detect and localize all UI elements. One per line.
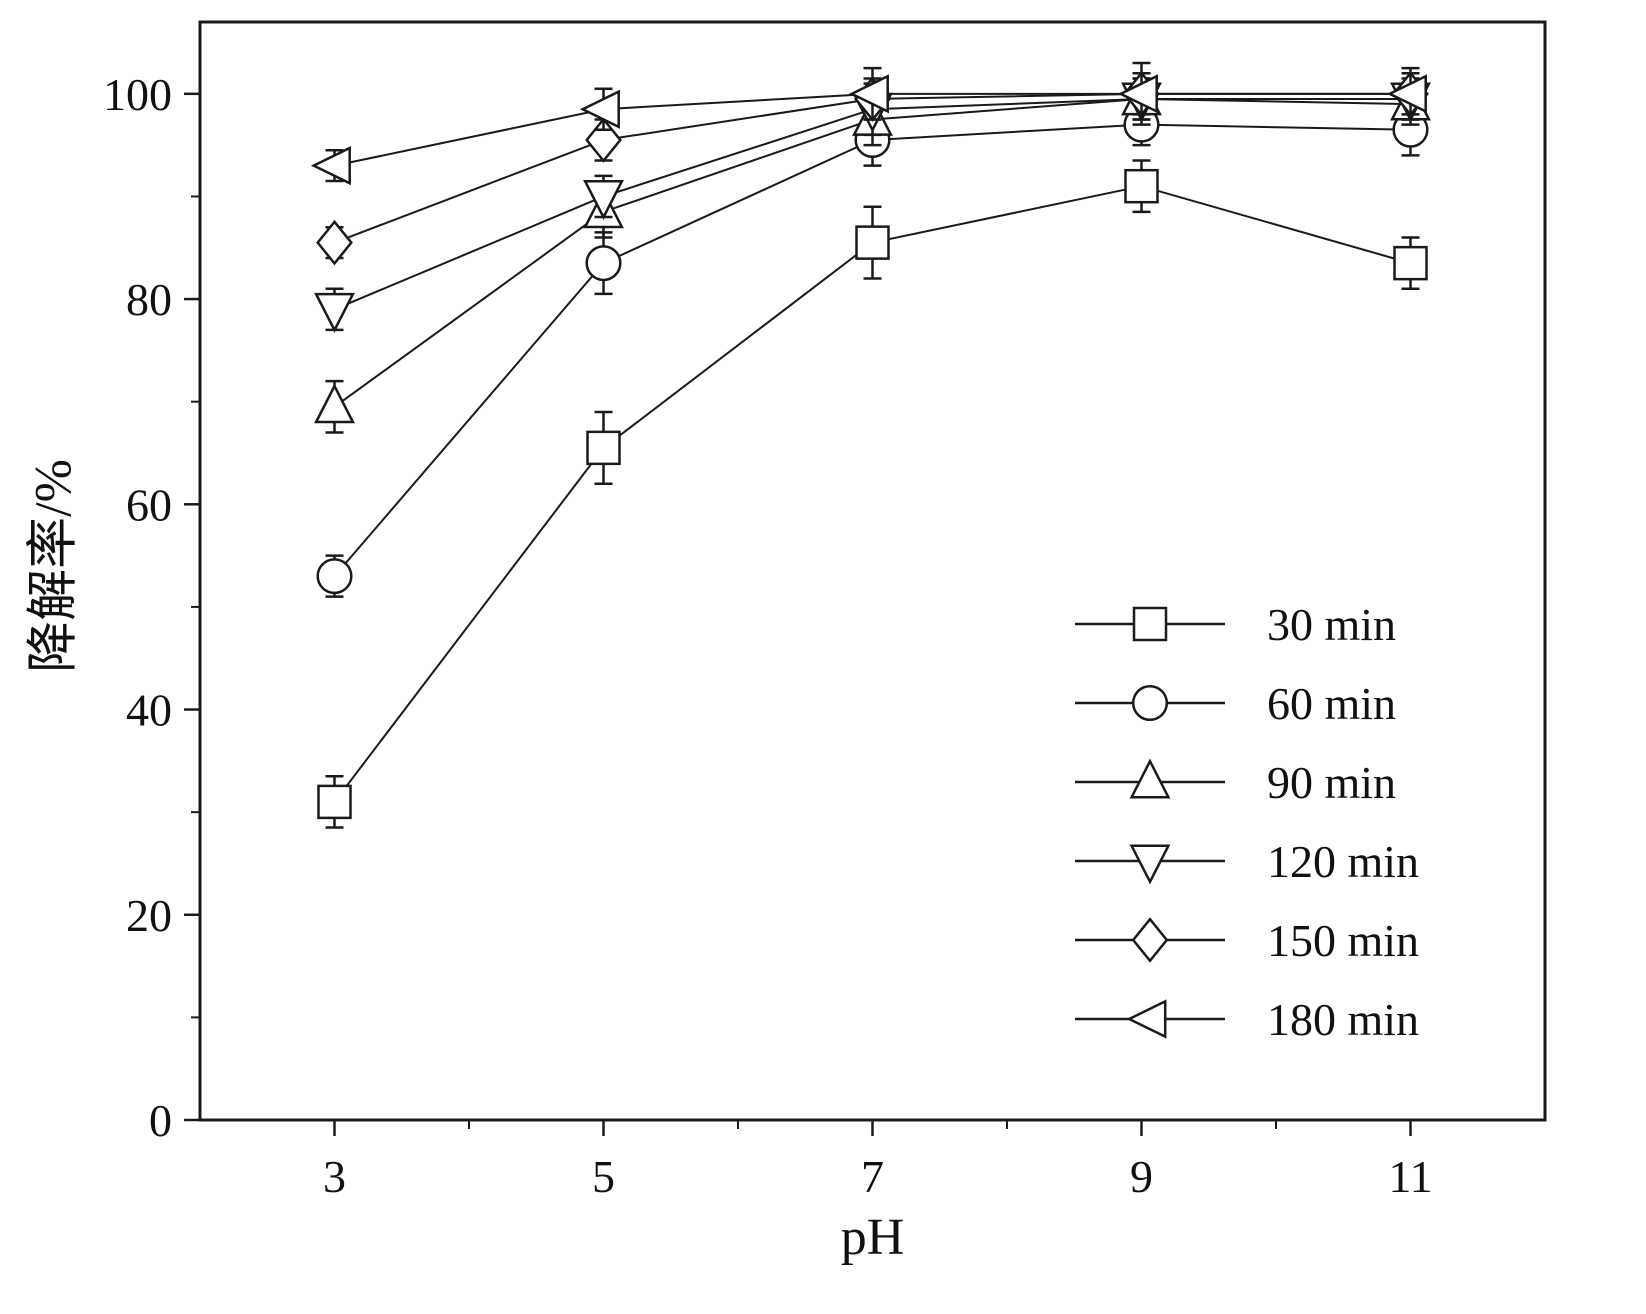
marker-180-min [579,89,620,129]
marker-180-min [1117,74,1158,114]
marker-120-min [583,179,624,220]
y-tick-label: 40 [126,685,172,736]
marker-150-min [585,117,622,163]
marker-150-min [316,219,353,266]
marker-120-min [314,292,355,333]
x-tick-label: 9 [1130,1151,1153,1202]
y-tick-label: 100 [103,69,172,120]
legend-marker-30-min [1132,606,1168,642]
marker-30-min [1124,168,1159,204]
legend-label-30-min: 30 min [1267,599,1396,650]
legend-marker-90-min [1129,758,1171,799]
legend-label-60-min: 60 min [1267,678,1396,729]
x-tick-label: 11 [1388,1151,1432,1202]
y-tick-label: 20 [126,890,172,941]
y-tick-label: 0 [149,1095,172,1146]
x-axis-label: pH [840,1209,905,1266]
legend-marker-120-min [1129,844,1171,885]
marker-30-min [317,784,352,820]
legend-label-90-min: 90 min [1267,757,1396,808]
y-tick-label: 80 [126,274,172,325]
x-tick-label: 3 [323,1151,346,1202]
legend-marker-60-min [1131,684,1169,722]
legend-label-150-min: 150 min [1267,915,1419,966]
legend-label-180-min: 180 min [1267,994,1419,1045]
marker-90-min [314,383,355,424]
marker-180-min [1386,74,1427,114]
y-tick-label: 60 [126,479,172,530]
marker-60-min [585,245,622,282]
legend-marker-150-min [1131,917,1169,963]
marker-60-min [316,558,353,595]
legend-marker-180-min [1126,999,1167,1039]
marker-180-min [310,146,351,186]
marker-180-min [848,74,889,114]
series-line-60-min [333,123,1411,577]
x-tick-label: 5 [592,1151,615,1202]
x-tick-label: 7 [861,1151,884,1202]
y-axis-label: 降解率/% [25,459,83,673]
legend-label-120-min: 120 min [1267,836,1419,887]
marker-30-min [855,225,890,260]
marker-30-min [1393,245,1428,281]
marker-30-min [586,430,621,466]
